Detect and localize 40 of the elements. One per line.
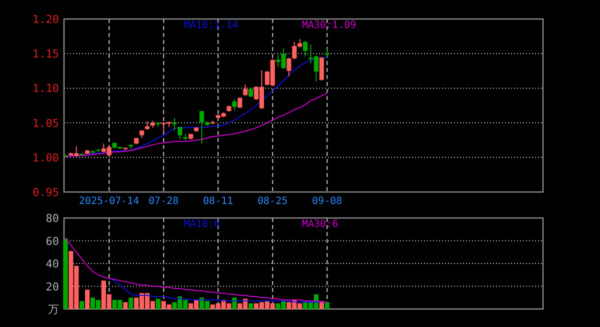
candlestick: [232, 98, 237, 111]
candlestick: [243, 84, 248, 96]
y-tick-label: 0.95: [32, 186, 59, 199]
bar: [248, 303, 254, 309]
y-tick-label: 1.15: [32, 48, 59, 61]
x-tick-label: 08-11: [203, 196, 234, 207]
y-tick-label: 1.10: [32, 82, 59, 96]
y-tick-label: 万: [48, 303, 59, 316]
line-series: [65, 238, 328, 303]
line-series: [65, 92, 328, 158]
x-tick-label: 2025-07-14: [78, 196, 140, 207]
candlestick: [178, 126, 182, 140]
text: MA10:1.14: [184, 20, 238, 31]
text: MA10:6: [184, 219, 220, 230]
candlestick: [286, 57, 292, 77]
y-tick-label: 40: [46, 258, 59, 270]
y-tick-label: 1.00: [32, 151, 59, 164]
bar: [232, 298, 237, 309]
y-tick-label: 1.20: [32, 13, 59, 26]
bar: [85, 290, 90, 309]
candlestick: [199, 110, 204, 144]
y-tick-label: 80: [46, 212, 59, 225]
y-tick-label: 20: [46, 280, 59, 294]
y-tick-label: 60: [46, 234, 59, 248]
bar: [80, 301, 84, 309]
candlestick: [238, 96, 242, 109]
bar: [123, 302, 128, 309]
bar: [63, 238, 68, 309]
bar: [156, 298, 160, 309]
x-tick-label: 07-28: [148, 196, 179, 207]
bar: [324, 302, 330, 309]
x-tick-label: 09-08: [312, 196, 342, 207]
text: MA30:6: [302, 219, 338, 230]
candlestick: [319, 56, 324, 82]
x-tick-label: 08-25: [258, 196, 288, 207]
candlestick: [248, 87, 254, 98]
candlestick: [303, 40, 308, 57]
y-tick-label: 1.05: [32, 116, 59, 130]
text: MA30:1.09: [302, 20, 356, 31]
bar: [128, 298, 134, 309]
